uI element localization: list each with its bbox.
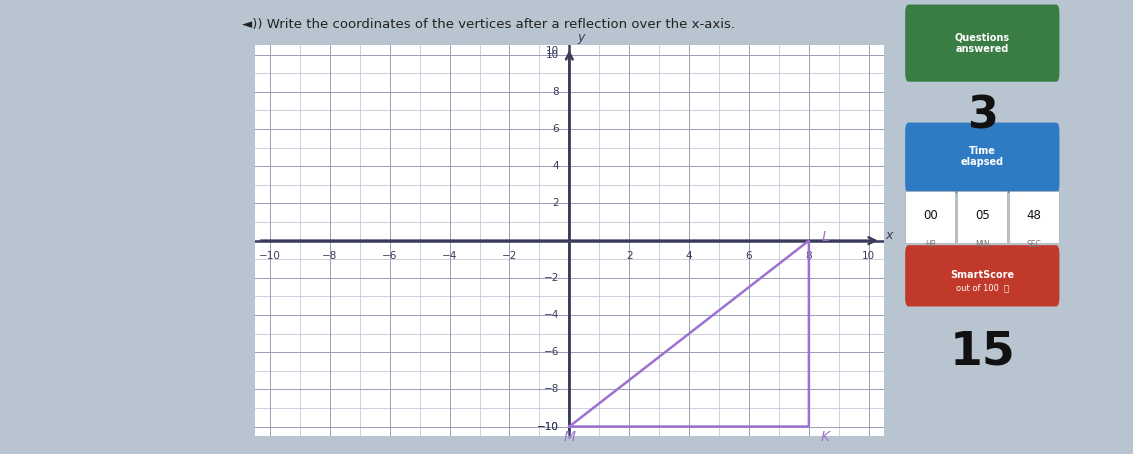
Text: −8: −8	[322, 251, 338, 261]
Text: y: y	[577, 31, 585, 44]
FancyBboxPatch shape	[905, 123, 1059, 193]
Text: L: L	[821, 230, 829, 244]
Text: x: x	[885, 228, 893, 242]
Text: 4: 4	[685, 251, 692, 261]
Text: −8: −8	[544, 385, 559, 395]
Text: −10: −10	[259, 251, 281, 261]
Text: 6: 6	[746, 251, 752, 261]
Text: 6: 6	[552, 124, 559, 134]
Text: 4: 4	[552, 161, 559, 171]
Text: 10: 10	[546, 46, 559, 56]
Text: M: M	[563, 430, 576, 444]
Text: out of 100  ⓘ: out of 100 ⓘ	[956, 284, 1008, 293]
FancyBboxPatch shape	[1010, 191, 1059, 243]
Text: 2: 2	[552, 198, 559, 208]
Text: MIN: MIN	[976, 240, 989, 249]
Text: 10: 10	[546, 49, 559, 59]
Text: −10: −10	[537, 422, 559, 432]
Text: −2: −2	[502, 251, 517, 261]
Text: 05: 05	[974, 209, 990, 222]
Text: 2: 2	[625, 251, 632, 261]
Text: 8: 8	[552, 87, 559, 97]
Text: ◄)) Write the coordinates of the vertices after a reflection over the x-axis.: ◄)) Write the coordinates of the vertice…	[242, 18, 735, 31]
Text: 00: 00	[923, 209, 938, 222]
Text: −4: −4	[442, 251, 458, 261]
Text: K: K	[820, 430, 829, 444]
Text: −6: −6	[544, 347, 559, 357]
FancyBboxPatch shape	[905, 5, 1059, 82]
Text: Time
elapsed: Time elapsed	[961, 146, 1004, 168]
Text: SEC: SEC	[1026, 240, 1041, 249]
Text: −4: −4	[544, 310, 559, 320]
Text: 15: 15	[949, 329, 1015, 375]
FancyBboxPatch shape	[905, 191, 955, 243]
Text: Questions
answered: Questions answered	[955, 32, 1010, 54]
Text: −10: −10	[537, 422, 559, 432]
Text: SmartScore: SmartScore	[951, 270, 1014, 280]
Text: −6: −6	[382, 251, 398, 261]
Text: HR: HR	[925, 240, 936, 249]
FancyBboxPatch shape	[957, 191, 1007, 243]
Text: 3: 3	[966, 94, 998, 137]
Text: −2: −2	[544, 273, 559, 283]
FancyBboxPatch shape	[905, 245, 1059, 306]
Text: 8: 8	[806, 251, 812, 261]
Text: 10: 10	[862, 251, 876, 261]
Text: 48: 48	[1026, 209, 1041, 222]
